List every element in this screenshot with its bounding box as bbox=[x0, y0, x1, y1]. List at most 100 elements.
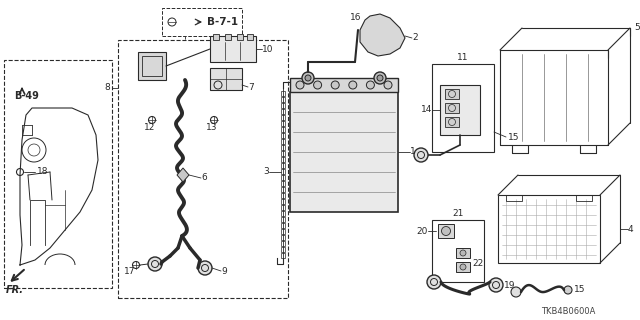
Bar bbox=[281, 205, 285, 210]
Circle shape bbox=[511, 287, 521, 297]
Text: 20: 20 bbox=[417, 227, 428, 236]
Bar bbox=[438, 224, 454, 238]
Bar bbox=[281, 139, 285, 144]
Text: 7: 7 bbox=[248, 83, 253, 92]
Bar bbox=[281, 163, 285, 168]
Bar bbox=[142, 56, 162, 76]
Circle shape bbox=[370, 17, 380, 27]
Bar bbox=[290, 78, 398, 92]
Circle shape bbox=[374, 72, 386, 84]
Bar bbox=[281, 241, 285, 246]
Circle shape bbox=[427, 275, 441, 289]
Text: 19: 19 bbox=[504, 281, 515, 290]
Bar bbox=[162, 8, 242, 36]
Text: 6: 6 bbox=[201, 173, 207, 182]
Bar bbox=[290, 92, 398, 212]
Text: 16: 16 bbox=[358, 31, 370, 41]
Bar bbox=[281, 247, 285, 252]
Bar bbox=[440, 85, 480, 135]
Bar bbox=[281, 103, 285, 108]
Bar bbox=[456, 248, 470, 258]
Circle shape bbox=[460, 250, 466, 256]
Circle shape bbox=[332, 81, 339, 89]
Bar bbox=[281, 253, 285, 258]
Text: 14: 14 bbox=[420, 106, 432, 115]
Bar bbox=[210, 36, 256, 62]
Bar bbox=[281, 193, 285, 198]
Circle shape bbox=[314, 81, 322, 89]
Text: B-49: B-49 bbox=[14, 91, 39, 101]
Bar bbox=[237, 34, 243, 40]
Bar bbox=[210, 68, 242, 90]
Bar bbox=[281, 91, 285, 96]
Text: 3: 3 bbox=[263, 167, 269, 177]
Bar bbox=[281, 187, 285, 192]
Text: FR.: FR. bbox=[6, 285, 24, 295]
Text: 8: 8 bbox=[104, 84, 110, 92]
Bar bbox=[281, 109, 285, 114]
Bar bbox=[445, 89, 459, 99]
Bar bbox=[281, 169, 285, 174]
Text: 17: 17 bbox=[124, 268, 136, 276]
Circle shape bbox=[414, 148, 428, 162]
Bar bbox=[281, 223, 285, 228]
Bar bbox=[498, 195, 600, 263]
Circle shape bbox=[369, 45, 375, 51]
Text: 13: 13 bbox=[206, 123, 218, 132]
Bar bbox=[281, 235, 285, 240]
Bar bbox=[247, 34, 253, 40]
Text: TKB4B0600A: TKB4B0600A bbox=[541, 308, 595, 316]
Text: 1: 1 bbox=[410, 148, 416, 156]
Bar bbox=[456, 262, 470, 272]
Bar bbox=[213, 34, 219, 40]
Circle shape bbox=[564, 286, 572, 294]
Circle shape bbox=[378, 32, 386, 40]
Polygon shape bbox=[360, 14, 405, 56]
Text: 9: 9 bbox=[221, 267, 227, 276]
Circle shape bbox=[305, 75, 311, 81]
Bar bbox=[506, 195, 522, 201]
Bar bbox=[445, 103, 459, 113]
Text: 12: 12 bbox=[144, 123, 156, 132]
Bar bbox=[281, 151, 285, 156]
Text: 11: 11 bbox=[457, 53, 468, 62]
Circle shape bbox=[489, 278, 503, 292]
Circle shape bbox=[349, 81, 357, 89]
Text: 18: 18 bbox=[37, 167, 49, 177]
Text: 2: 2 bbox=[412, 34, 418, 43]
Text: 22: 22 bbox=[472, 260, 483, 268]
Bar bbox=[576, 195, 592, 201]
Circle shape bbox=[148, 257, 162, 271]
Bar bbox=[281, 175, 285, 180]
Circle shape bbox=[442, 227, 451, 236]
Bar bbox=[225, 34, 231, 40]
Circle shape bbox=[377, 75, 383, 81]
Circle shape bbox=[302, 72, 314, 84]
Text: 15: 15 bbox=[574, 285, 586, 294]
Circle shape bbox=[296, 81, 304, 89]
Bar bbox=[281, 115, 285, 120]
Bar bbox=[432, 220, 484, 282]
Bar bbox=[138, 52, 166, 80]
Text: 21: 21 bbox=[452, 210, 464, 219]
Bar bbox=[281, 181, 285, 186]
Bar bbox=[281, 97, 285, 102]
Bar bbox=[281, 121, 285, 126]
Polygon shape bbox=[177, 168, 189, 182]
Bar bbox=[281, 157, 285, 162]
Text: 4: 4 bbox=[628, 225, 634, 234]
Bar bbox=[432, 64, 494, 152]
Bar bbox=[281, 133, 285, 138]
Circle shape bbox=[389, 45, 395, 51]
Bar bbox=[281, 217, 285, 222]
Bar bbox=[281, 211, 285, 216]
Text: 10: 10 bbox=[262, 44, 273, 53]
Text: 5: 5 bbox=[634, 23, 640, 33]
Bar bbox=[4, 60, 112, 288]
Circle shape bbox=[198, 261, 212, 275]
Text: B-7-1: B-7-1 bbox=[207, 17, 238, 27]
Bar bbox=[445, 117, 459, 127]
Bar bbox=[118, 40, 288, 298]
Text: 15: 15 bbox=[508, 132, 520, 141]
Circle shape bbox=[366, 81, 374, 89]
